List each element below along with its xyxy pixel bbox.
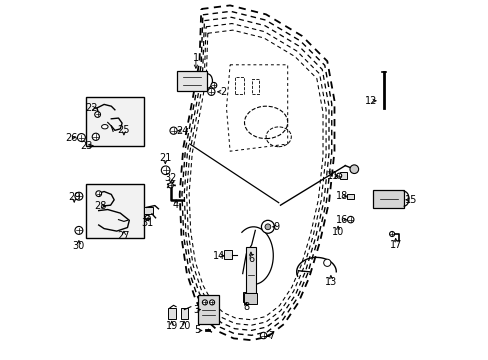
Circle shape [168,183,173,188]
Text: 23: 23 [80,141,92,151]
Text: 19: 19 [165,321,178,331]
Text: 8: 8 [243,302,249,312]
Text: 7: 7 [268,330,274,341]
Circle shape [389,231,394,237]
Text: 6: 6 [247,254,254,264]
Circle shape [75,192,82,200]
Text: 13: 13 [324,276,336,287]
Text: 25: 25 [118,125,130,135]
Bar [224,250,232,259]
Bar [86,97,143,146]
Circle shape [336,173,341,178]
Bar [339,172,347,179]
Text: 2: 2 [219,87,225,97]
Text: 20: 20 [178,321,190,331]
Bar [167,308,175,319]
Text: 18: 18 [335,191,347,201]
Text: 9: 9 [273,222,280,232]
Bar [347,194,353,199]
Bar [246,247,255,293]
Circle shape [209,300,214,305]
Text: 29: 29 [68,192,80,202]
Circle shape [347,216,353,223]
Bar [235,77,244,94]
Circle shape [145,215,150,220]
Bar [243,292,249,302]
Text: 14: 14 [213,251,225,261]
Circle shape [261,220,274,233]
Text: 16: 16 [335,215,347,225]
Circle shape [323,259,330,266]
Circle shape [170,127,177,134]
Circle shape [95,112,101,117]
Text: 28: 28 [94,201,106,211]
Text: 4: 4 [173,200,179,210]
Bar [143,207,153,214]
Bar [86,184,143,238]
Circle shape [77,134,85,141]
Text: 26: 26 [64,132,77,143]
Bar [181,308,187,319]
Bar [373,190,403,208]
Circle shape [161,166,170,175]
Ellipse shape [102,125,108,129]
Text: 24: 24 [176,126,188,136]
Bar [177,71,207,91]
Text: 22: 22 [85,103,98,113]
Circle shape [207,88,215,95]
Text: 17: 17 [389,240,401,250]
Circle shape [92,133,99,140]
Bar [198,295,218,324]
Bar [251,79,258,94]
Text: 27: 27 [118,231,130,241]
Bar [244,293,257,304]
Circle shape [211,82,216,88]
Text: 5: 5 [194,325,201,336]
Text: 12: 12 [364,96,377,106]
Circle shape [264,224,270,230]
Circle shape [75,226,82,234]
Text: 3: 3 [192,305,199,315]
Text: 11: 11 [326,171,339,181]
Circle shape [260,332,266,339]
Circle shape [202,300,207,305]
Circle shape [96,191,102,197]
Circle shape [349,165,358,174]
Text: 10: 10 [331,227,344,237]
Text: 31: 31 [141,218,153,228]
Text: 21: 21 [159,153,171,163]
Text: 1: 1 [192,53,199,63]
Text: 15: 15 [404,195,416,205]
Text: 30: 30 [73,240,85,251]
Text: 32: 32 [164,173,177,183]
